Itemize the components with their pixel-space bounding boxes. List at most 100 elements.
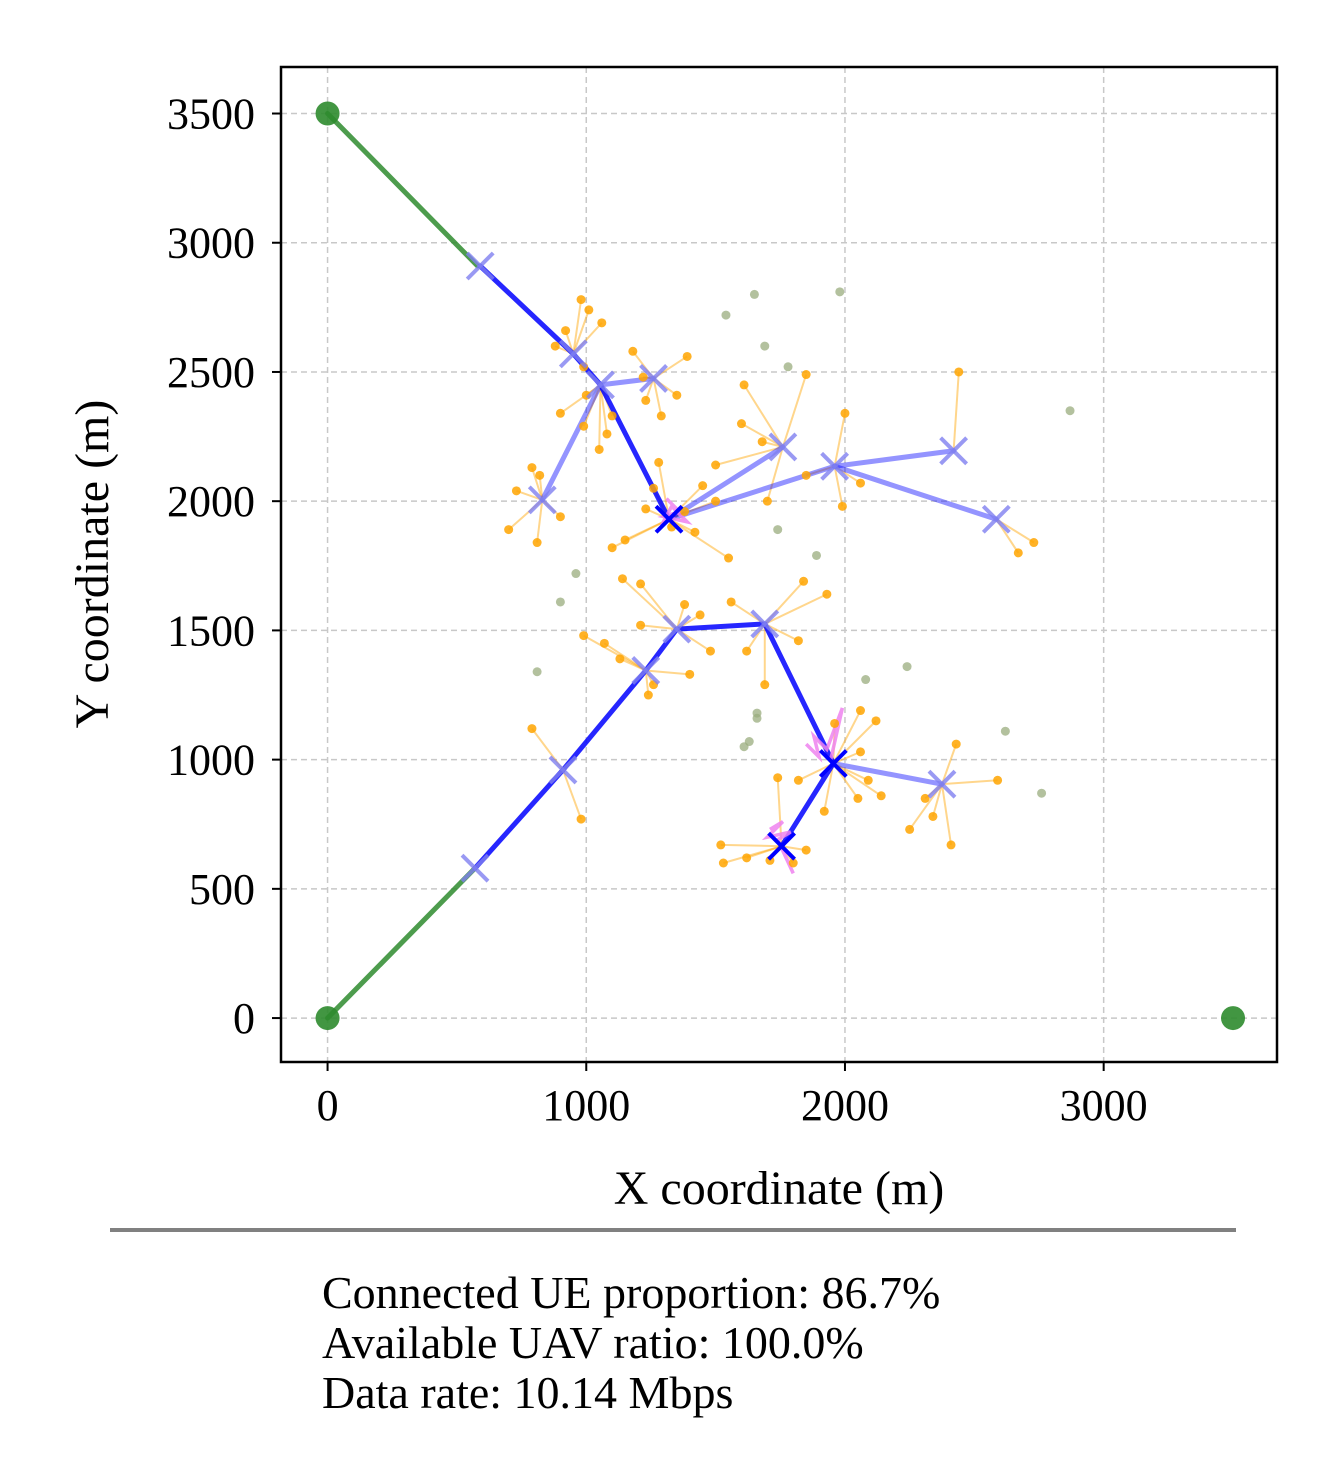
ground-station: [315, 101, 340, 126]
ue-association-line: [530, 467, 544, 501]
uav-marker: [767, 831, 797, 861]
ue-connected: [579, 421, 589, 431]
y-tick-label: 1500: [167, 606, 255, 655]
y-tick-label: 2500: [167, 348, 255, 397]
uav-marker: [639, 364, 668, 393]
uav-link: [830, 761, 945, 787]
x-tick-label: 0: [317, 1081, 339, 1130]
ue-association-line: [598, 384, 602, 450]
ue-connected: [584, 305, 594, 315]
grid: [281, 67, 1277, 1062]
ue-association-line: [833, 466, 844, 507]
ue-connected: [711, 460, 721, 470]
ue-unconnected: [783, 362, 793, 372]
x-tick-label: 2000: [801, 1081, 889, 1130]
ue-connected: [773, 773, 783, 783]
ue-connected: [532, 538, 542, 548]
ue-connected: [705, 646, 715, 656]
ue-connected: [628, 346, 638, 356]
ue-connected: [905, 824, 915, 834]
data-layer: [315, 101, 1246, 1031]
uav-marker-stroke: [465, 251, 495, 281]
ue-connected: [830, 718, 840, 728]
ue-connected: [504, 525, 514, 535]
ue-association-line: [611, 518, 670, 549]
ue-association-line: [952, 371, 960, 451]
ue-connected: [876, 791, 886, 801]
ue-connected: [576, 814, 586, 824]
uav-marker-stroke: [750, 609, 780, 639]
ue-connected: [799, 576, 809, 586]
ue-connected: [801, 845, 811, 855]
uav-link: [674, 621, 768, 632]
ue-connected: [762, 496, 772, 506]
uav-marker: [558, 339, 588, 369]
connected-ue-proportion: Connected UE proportion: 86.7%: [322, 1267, 941, 1318]
ue-connected: [871, 716, 881, 726]
uav-marker-stroke: [527, 485, 557, 515]
ue-association-line: [941, 779, 998, 786]
ticks: 0 1000 2000 3000 0 500 1000 1500 2000 2500 3000 350…: [167, 90, 1148, 1130]
ue-unconnected: [721, 310, 731, 320]
ue-association-line: [781, 374, 808, 448]
plot-frame: [279, 65, 1279, 1064]
ue-connected: [643, 690, 653, 700]
ue-association-line: [740, 422, 784, 448]
uav-link: [597, 382, 672, 522]
ue-connected: [837, 501, 847, 511]
ue-association-line: [562, 769, 583, 820]
ue-association-line: [652, 378, 663, 417]
ue-association-line: [723, 845, 782, 864]
uav-link: [762, 621, 836, 766]
ue-connected: [617, 574, 627, 584]
y-tick-label: 3000: [167, 219, 255, 268]
ue-connected: [724, 553, 734, 563]
uav-marker-stroke: [927, 769, 957, 799]
ue-association-line: [823, 763, 835, 812]
uav-marker: [927, 769, 957, 799]
uav-marker: [527, 485, 557, 515]
ue-connected: [654, 457, 664, 467]
ue-connected: [576, 295, 586, 305]
ue-unconnected: [1000, 726, 1010, 736]
uav-marker: [981, 504, 1011, 534]
uav-marker-stroke: [768, 432, 798, 462]
ue-connected: [793, 775, 803, 785]
ue-connected: [680, 507, 690, 517]
ue-unconnected: [555, 597, 565, 607]
y-tick-label: 1000: [167, 736, 255, 785]
ue-unconnected: [861, 675, 871, 685]
uav-marker-stroke: [631, 656, 661, 685]
ue-connected: [788, 858, 798, 868]
ue-connected: [757, 437, 767, 447]
ue-connected: [742, 646, 752, 656]
ue-connected: [855, 478, 865, 488]
ue-connected: [656, 411, 666, 421]
available-uav-ratio: Available UAV ratio: 100.0%: [322, 1317, 864, 1368]
ue-association-line: [599, 384, 608, 435]
ue-connected: [855, 747, 865, 757]
ue-association-line: [572, 299, 583, 355]
ue-connected: [602, 429, 612, 439]
ue-connected: [641, 504, 651, 514]
ue-unconnected: [739, 742, 749, 752]
ue-association-line: [764, 593, 828, 625]
uav-marker-stroke: [586, 370, 615, 400]
ue-association-line: [832, 762, 869, 782]
ue-unconnected: [812, 550, 822, 560]
ue-association-line: [746, 845, 782, 859]
ue-connected: [535, 470, 545, 480]
ue-association-line: [941, 743, 958, 785]
ue-connected: [527, 463, 537, 473]
ue-connected: [680, 600, 690, 610]
ue-connected: [638, 372, 648, 382]
uav-marker-stroke: [639, 364, 668, 393]
ue-unconnected: [571, 569, 581, 579]
uav-marker-stroke: [939, 436, 969, 466]
uav-marker: [662, 614, 692, 644]
ue-association-line: [832, 710, 862, 764]
ue-association-line: [940, 784, 953, 846]
ue-association-line: [833, 413, 846, 467]
uav-link: [539, 382, 603, 503]
ue-connected: [620, 535, 630, 545]
